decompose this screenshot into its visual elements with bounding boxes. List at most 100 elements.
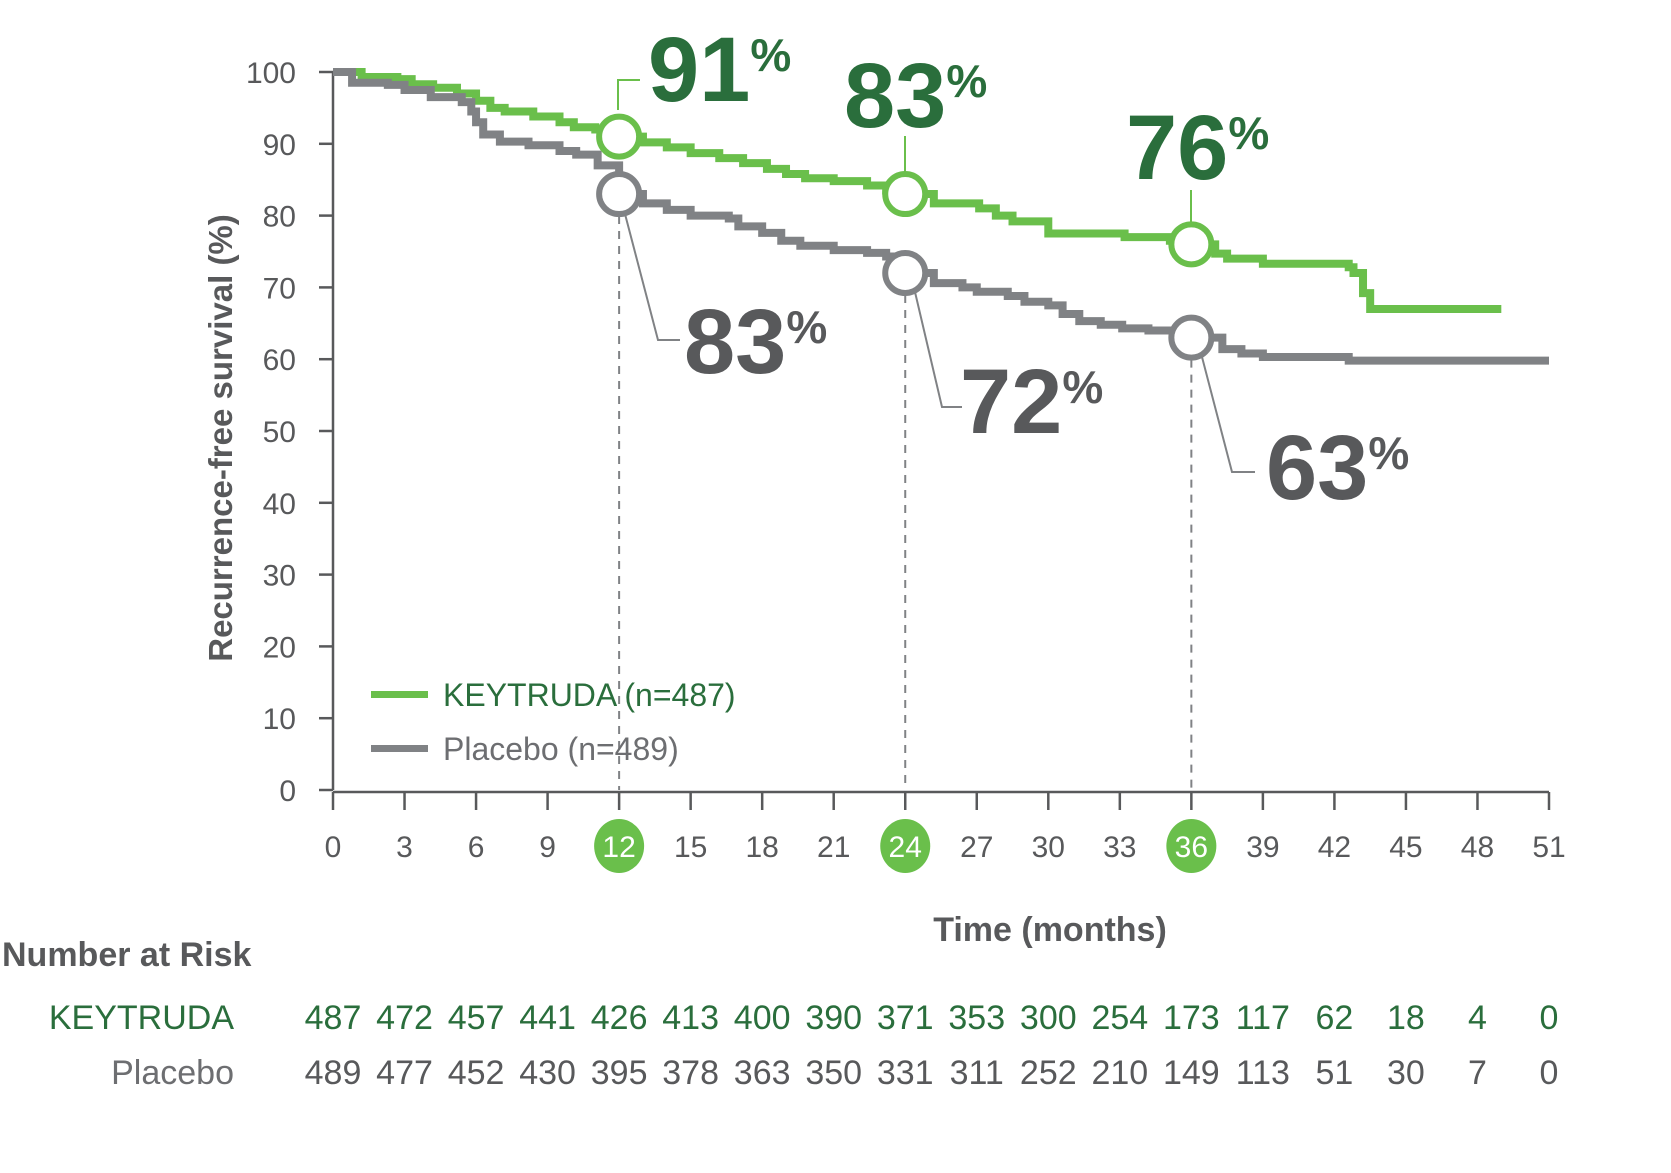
keytruda-marker xyxy=(1168,221,1215,268)
callout-leader xyxy=(624,213,680,341)
y-tick-label: 10 xyxy=(263,703,296,736)
y-tick-label: 20 xyxy=(263,631,296,664)
keytruda-curve xyxy=(333,68,1502,313)
risk-table: Number at Risk KEYTRUDA Placebo 487 472 45… xyxy=(2,936,1558,1092)
risk-value-placebo: 430 xyxy=(519,1054,576,1092)
placebo-curve xyxy=(333,68,1549,365)
x-axis: 0 3 6 9 12 15 18 21 24 27 30 33 36 39 42 45 48 51 xyxy=(325,790,1566,873)
survival-curves xyxy=(333,68,1549,365)
x-axis-title: Time (months) xyxy=(933,911,1167,949)
callout-placebo-12: 83% xyxy=(684,291,827,393)
risk-value-placebo: 331 xyxy=(877,1054,934,1092)
x-tick-label: 24 xyxy=(889,831,922,864)
x-tick-highlight xyxy=(880,819,931,873)
x-tick-label: 15 xyxy=(674,831,707,864)
risk-row-label-keytruda: KEYTRUDA xyxy=(49,999,234,1037)
y-tick-label: 30 xyxy=(263,560,296,593)
callout-keytruda-36: 76% xyxy=(1126,97,1269,199)
risk-value-placebo: 7 xyxy=(1468,1054,1487,1092)
risk-value-keytruda: 413 xyxy=(662,999,719,1037)
x-tick-label: 12 xyxy=(602,831,635,864)
x-tick-label: 30 xyxy=(1032,831,1065,864)
risk-values: 487 472 457 441 426 413 400 390 371 353 30 0 254 173 1… xyxy=(305,999,1559,1092)
risk-value-placebo: 149 xyxy=(1163,1054,1220,1092)
y-tick-label: 80 xyxy=(263,201,296,234)
risk-value-placebo: 0 xyxy=(1540,1054,1559,1092)
risk-value-placebo: 252 xyxy=(1020,1054,1077,1092)
callout-markers xyxy=(596,79,1255,473)
risk-value-placebo: 51 xyxy=(1315,1054,1353,1092)
risk-value-keytruda: 487 xyxy=(305,999,362,1037)
y-tick-label: 40 xyxy=(263,488,296,521)
placebo-marker xyxy=(1168,314,1215,361)
risk-value-placebo: 311 xyxy=(950,1054,1004,1092)
callout-leader xyxy=(1201,356,1255,473)
y-axis: 0 10 20 30 40 50 60 70 80 90 100 xyxy=(246,57,335,808)
keytruda-marker xyxy=(596,113,643,160)
risk-value-keytruda: 62 xyxy=(1315,999,1353,1037)
risk-value-keytruda: 18 xyxy=(1387,999,1425,1037)
callout-placebo-36: 63% xyxy=(1266,417,1409,519)
callout-leader xyxy=(914,291,962,408)
risk-value-placebo: 378 xyxy=(662,1054,719,1092)
placebo-marker xyxy=(882,250,929,297)
risk-value-keytruda: 472 xyxy=(376,999,433,1037)
risk-value-keytruda: 457 xyxy=(448,999,505,1037)
x-tick-label: 39 xyxy=(1246,831,1279,864)
risk-value-keytruda: 400 xyxy=(734,999,791,1037)
legend-swatch-placebo xyxy=(371,745,428,752)
x-tick-label: 42 xyxy=(1318,831,1351,864)
x-tick-label: 36 xyxy=(1175,831,1208,864)
risk-value-keytruda: 390 xyxy=(805,999,862,1037)
risk-value-placebo: 30 xyxy=(1387,1054,1425,1092)
y-tick-label: 50 xyxy=(263,416,296,449)
callout-keytruda-12: 91% xyxy=(648,19,791,121)
x-tick-label: 33 xyxy=(1103,831,1136,864)
x-tick-label: 18 xyxy=(745,831,778,864)
risk-value-placebo: 363 xyxy=(734,1054,791,1092)
guide-lines xyxy=(618,216,1193,790)
callout-keytruda-24: 83% xyxy=(844,45,987,147)
x-tick-label: 21 xyxy=(817,831,850,864)
risk-value-placebo: 477 xyxy=(376,1054,433,1092)
risk-value-keytruda: 426 xyxy=(591,999,648,1037)
x-tick-highlight xyxy=(1166,819,1217,873)
x-tick-label: 9 xyxy=(539,831,556,864)
legend-label-keytruda: KEYTRUDA (n=487) xyxy=(443,677,736,713)
keytruda-marker xyxy=(882,171,929,218)
risk-value-keytruda: 254 xyxy=(1091,999,1148,1037)
y-tick-label: 60 xyxy=(263,344,296,377)
callout-placebo-24: 72% xyxy=(960,351,1103,453)
legend-label-placebo: Placebo (n=489) xyxy=(443,731,679,767)
risk-value-keytruda: 353 xyxy=(948,999,1005,1037)
x-tick-label: 6 xyxy=(468,831,485,864)
y-tick-label: 0 xyxy=(279,775,296,808)
x-tick-label: 27 xyxy=(960,831,993,864)
risk-value-keytruda: 4 xyxy=(1468,999,1487,1037)
risk-value-keytruda: 441 xyxy=(519,999,576,1037)
x-tick-label: 48 xyxy=(1461,831,1494,864)
risk-table-title: Number at Risk xyxy=(2,936,251,974)
x-tick-label: 3 xyxy=(396,831,413,864)
y-axis-title: Recurrence-free survival (%) xyxy=(202,214,239,662)
legend: KEYTRUDA (n=487) Placebo (n=489) xyxy=(371,677,736,767)
y-tick-label: 100 xyxy=(246,57,296,90)
risk-value-keytruda: 0 xyxy=(1540,999,1559,1037)
y-tick-label: 90 xyxy=(263,129,296,162)
callout-leader xyxy=(617,79,640,110)
risk-value-placebo: 452 xyxy=(448,1054,505,1092)
risk-value-placebo: 350 xyxy=(805,1054,862,1092)
y-tick-label: 70 xyxy=(263,272,296,305)
risk-value-keytruda: 173 xyxy=(1163,999,1220,1037)
x-tick-highlight xyxy=(594,819,645,873)
risk-value-placebo: 489 xyxy=(305,1054,362,1092)
risk-row-label-placebo: Placebo xyxy=(111,1054,234,1092)
legend-swatch-keytruda xyxy=(371,691,428,698)
x-tick-label: 51 xyxy=(1532,831,1565,864)
risk-value-keytruda: 371 xyxy=(877,999,934,1037)
x-tick-label: 45 xyxy=(1389,831,1422,864)
callout-labels: 91% 83% 76% 83% 72% 63% xyxy=(648,19,1409,519)
risk-value-keytruda: 117 xyxy=(1236,999,1290,1037)
risk-value-placebo: 395 xyxy=(591,1054,648,1092)
